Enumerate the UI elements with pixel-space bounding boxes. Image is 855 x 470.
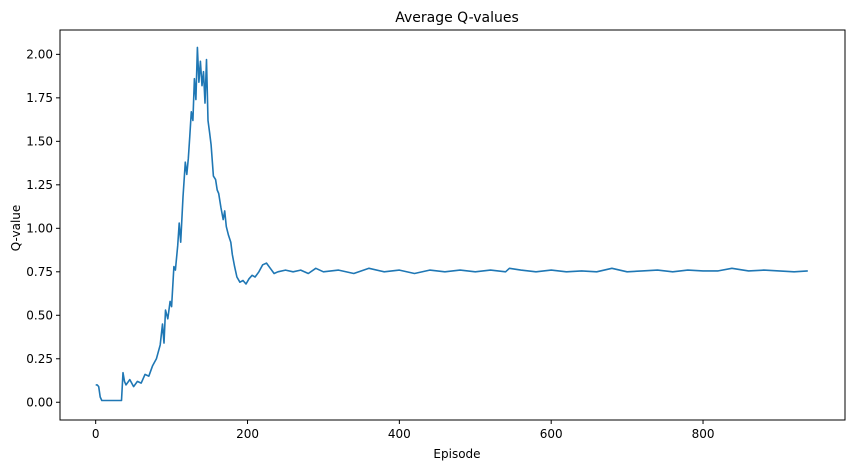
series-layer xyxy=(95,46,808,402)
x-axis-label: Episode xyxy=(433,447,480,461)
y-axis-label: Q-value xyxy=(9,205,23,252)
x-tick-label: 0 xyxy=(92,427,100,441)
x-tick-label: 200 xyxy=(236,427,259,441)
y-tick-label: 0.25 xyxy=(26,352,53,366)
x-tick-label: 600 xyxy=(540,427,563,441)
y-tick-label: 0.00 xyxy=(26,395,53,409)
plot-area xyxy=(59,29,846,421)
x-tick-label: 800 xyxy=(692,427,715,441)
y-tick-label: 0.50 xyxy=(26,308,53,322)
y-tick-label: 0.75 xyxy=(26,265,53,279)
x-tick-label: 400 xyxy=(388,427,411,441)
y-tick-label: 1.50 xyxy=(26,134,53,148)
y-tick-label: 1.75 xyxy=(26,91,53,105)
y-tick-label: 2.00 xyxy=(26,47,53,61)
y-tick-label: 1.25 xyxy=(26,178,53,192)
series-line xyxy=(95,46,808,402)
plot-frame xyxy=(59,29,846,421)
chart-title: Average Q-values xyxy=(395,10,519,26)
y-tick-label: 1.00 xyxy=(26,221,53,235)
x-axis: 0 200 400 600 800 xyxy=(92,420,715,441)
y-axis: 0.00 0.25 0.50 0.75 1.00 1.25 1.50 1.75 2.00 xyxy=(26,47,60,409)
